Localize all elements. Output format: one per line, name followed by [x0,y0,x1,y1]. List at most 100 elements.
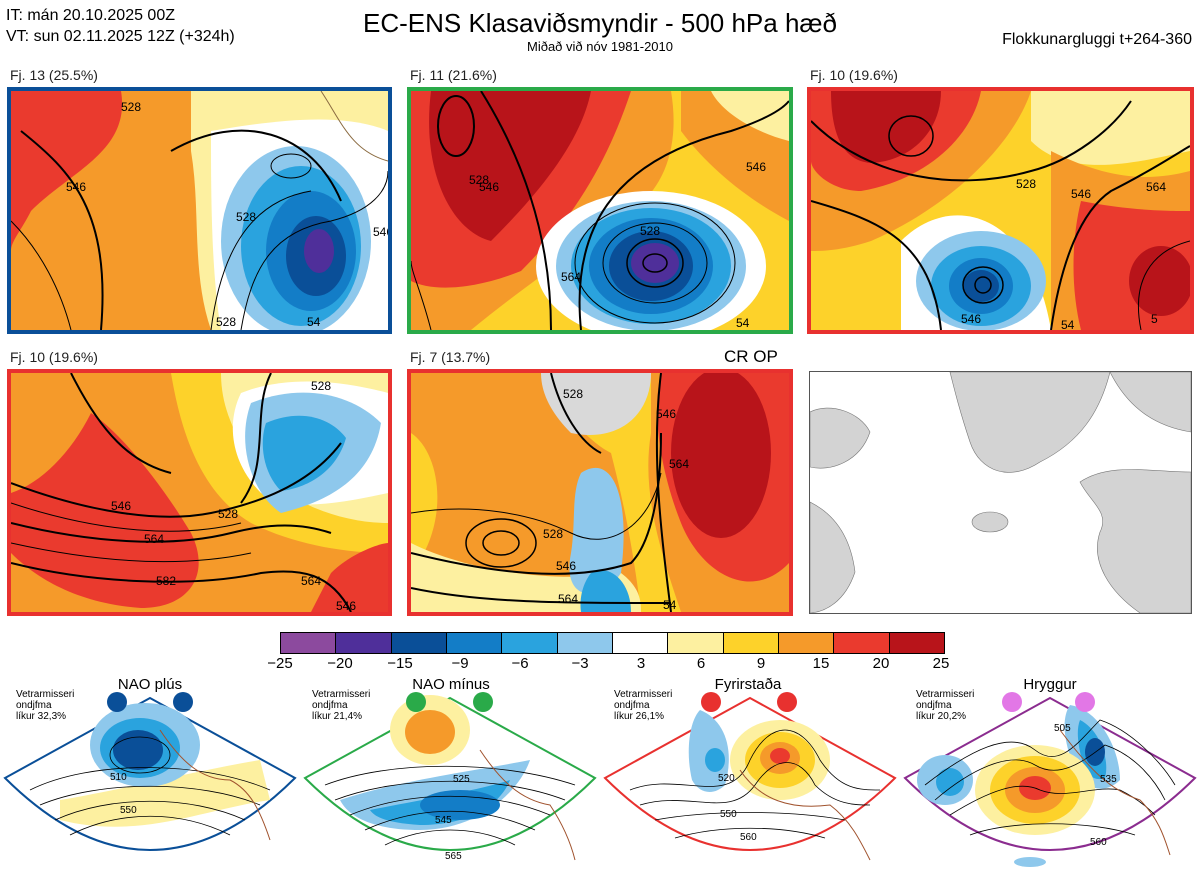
contour-label: 5 [1151,312,1158,326]
cluster-label-4: Fj. 10 (19.6%) [10,349,98,365]
colorbar-segment [281,633,337,653]
regime-info-blocking: Vetrarmisseri ondjfma líkur 26,1% [614,689,673,722]
cluster-map-4[interactable]: 528 528 546 564 582 564 546 [7,369,392,616]
colorbar-segment [336,633,392,653]
contour-label: 546 [746,160,766,174]
contour-label: 54 [663,598,677,612]
contour-label: 564 [144,532,164,546]
contour-label: 528 [218,507,238,521]
regime-contour-label: 505 [1054,723,1071,734]
colorbar-tick: −3 [571,655,589,672]
regime-marker [1075,692,1095,712]
colorbar-segment [612,633,669,653]
regime-contour-label: 550 [720,809,737,820]
colorbar-tick: −25 [267,655,293,672]
regime-info-ridge: Vetrarmisseri ondjfma líkur 20,2% [916,689,975,722]
cluster-map-2[interactable]: 528 546 528 564 546 54 [407,87,793,334]
contour-label: 528 [1016,177,1036,191]
regime-map-nao-plus: 510 550 [3,696,297,851]
regime-map-nao-minus: 525 545 565 [303,695,597,862]
colorbar-tick: 15 [812,655,830,672]
cluster-label-5: Fj. 7 (13.7%) [410,349,491,365]
regime-contour-label: 545 [435,815,452,826]
contour-label: 54 [307,315,321,329]
regime-title-nao-plus: NAO plús [117,676,183,693]
contour-label: 54 [1061,318,1075,330]
regime-marker [701,692,721,712]
contour-label: 546 [336,599,356,612]
regime-title-ridge: Hryggur [1023,676,1077,693]
contour-label: 546 [961,312,981,326]
colorbar-segment [502,633,558,653]
contour-label: 564 [558,592,578,606]
contour-label: 528 [216,315,236,329]
crop-label: CR OP [724,347,778,366]
contour-label: 564 [669,457,689,471]
cluster-map-5[interactable]: 528 546 564 528 546 564 54 [407,369,793,616]
contour-label: 528 [121,100,141,114]
colorbar-tick: 3 [636,655,646,672]
regime-contour-label: 550 [120,805,137,816]
regime-map-ridge: 505 535 560 [903,696,1197,867]
contour-label: 528 [469,173,489,187]
colorbar-segment [668,633,724,653]
valid-time: VT: sun 02.11.2025 12Z (+324h) [6,28,235,45]
contour-label: 546 [479,180,499,194]
regime-title-blocking: Fyrirstaða [714,676,782,693]
regime-contour-label: 525 [453,774,470,785]
contour-label: 528 [236,210,256,224]
regime-marker [406,692,426,712]
colorbar-tick: −9 [451,655,469,672]
regime-contour-label: 520 [718,773,735,784]
regime-marker [107,692,127,712]
regime-contour-label: 560 [1090,837,1107,848]
regime-contour-label: 510 [110,772,127,783]
contour-label: 528 [543,527,563,541]
contour-label: 528 [563,387,583,401]
contour-label: 528 [311,379,331,393]
colorbar-tick: 25 [932,655,950,672]
regime-map-blocking: 520 550 560 [603,696,897,861]
contour-label: 546 [66,180,86,194]
colorbar-segment [446,633,503,653]
regime-contour-label: 560 [740,832,757,843]
contour-label: 564 [301,574,321,588]
contour-label: 546 [1071,187,1091,201]
colorbar-tick: 9 [756,655,766,672]
contour-label: 546 [656,407,676,421]
contour-label: 546 [111,499,131,513]
colorbar-tick: −15 [387,655,413,672]
colorbar [280,632,945,654]
basemap-panel[interactable] [809,371,1192,614]
contour-label: 564 [1146,180,1166,194]
contour-label: 528 [640,224,660,238]
cluster-map-1[interactable]: 528 546 528 546 528 54 [7,87,392,334]
initial-time: IT: mán 20.10.2025 00Z [6,7,175,24]
regime-contour-label: 535 [1100,774,1117,785]
contour-label: 582 [156,574,176,588]
regime-marker [173,692,193,712]
colorbar-segment [723,633,779,653]
contour-label: 546 [556,559,576,573]
cluster-label-3: Fj. 10 (19.6%) [810,67,898,83]
contour-label: 54 [736,316,750,330]
colorbar-segment [778,633,835,653]
contour-label: 564 [561,270,581,284]
cluster-map-3[interactable]: 528 546 564 546 54 5 [807,87,1194,334]
colorbar-tick: 20 [872,655,890,672]
classification-window: Flokkunargluggi t+264-360 [1002,31,1192,48]
regime-info-nao-minus: Vetrarmisseri ondjfma líkur 21,4% [312,689,371,722]
regime-info-nao-plus: Vetrarmisseri ondjfma líkur 32,3% [16,689,75,722]
colorbar-segment [557,633,613,653]
colorbar-tick: 6 [696,655,706,672]
regime-marker [1002,692,1022,712]
colorbar-tick: −6 [511,655,529,672]
cluster-label-2: Fj. 11 (21.6%) [410,67,497,83]
page-subtitle: Miðað við nóv 1981-2010 [527,39,673,54]
page-title: EC-ENS Klasaviðsmyndir - 500 hPa hæð [363,8,837,38]
contour-label: 546 [373,225,388,239]
colorbar-segment [391,633,447,653]
colorbar-segment [889,633,944,653]
regime-contour-label: 565 [445,851,462,862]
header-left: IT: mán 20.10.2025 00Z VT: sun 02.11.202… [6,5,235,47]
